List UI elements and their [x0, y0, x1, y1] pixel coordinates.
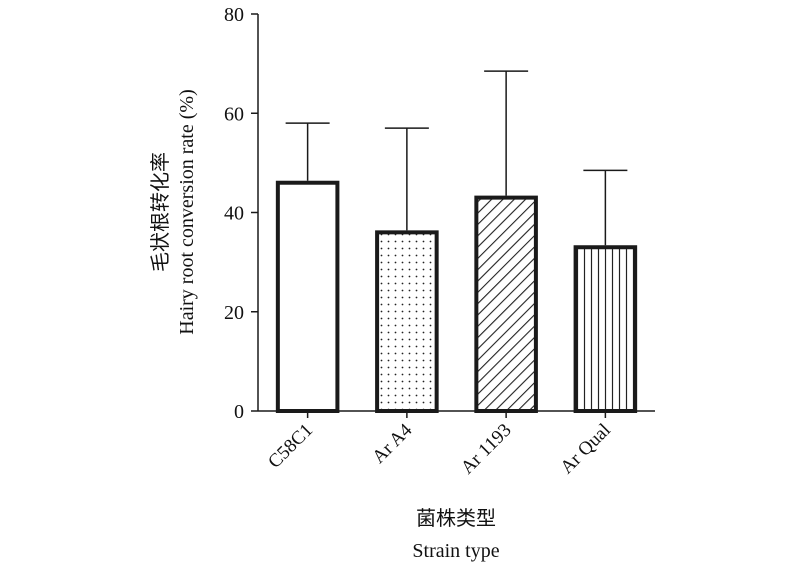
y-tick-label: 20: [224, 302, 244, 324]
bar-ar-qual: [573, 245, 638, 413]
bar-ar-1193: [474, 195, 538, 413]
y-tick-label: 40: [224, 203, 244, 225]
x-tick-label: Ar Qual: [556, 420, 615, 479]
bar-ar-a4: [375, 230, 439, 413]
x-axis-title-en: Strain type: [412, 540, 499, 562]
y-tick-label: 60: [224, 103, 244, 125]
y-tick-label: 0: [234, 401, 244, 423]
x-axis-title: 菌株类型 Strain type: [412, 507, 499, 562]
x-tick-label: C58C1: [264, 420, 317, 473]
y-axis-title-cn: 毛状根转化率: [149, 152, 172, 272]
x-tick-label: Ar A4: [368, 419, 416, 467]
bar-c58c1: [275, 180, 340, 413]
x-tick-label: Ar 1193: [457, 420, 516, 479]
y-tick-label: 80: [224, 4, 244, 26]
x-axis-title-cn: 菌株类型: [416, 507, 496, 530]
x-ticks: C58C1 Ar A4 Ar 1193 Ar Qual: [264, 411, 615, 478]
y-axis-title: 毛状根转化率 Hairy root conversion rate (%): [149, 89, 198, 334]
bars: [275, 180, 638, 413]
y-ticks: 0 20 40 60 80: [224, 4, 258, 423]
error-bars: [285, 70, 628, 246]
y-axis-title-en: Hairy root conversion rate (%): [176, 89, 198, 334]
